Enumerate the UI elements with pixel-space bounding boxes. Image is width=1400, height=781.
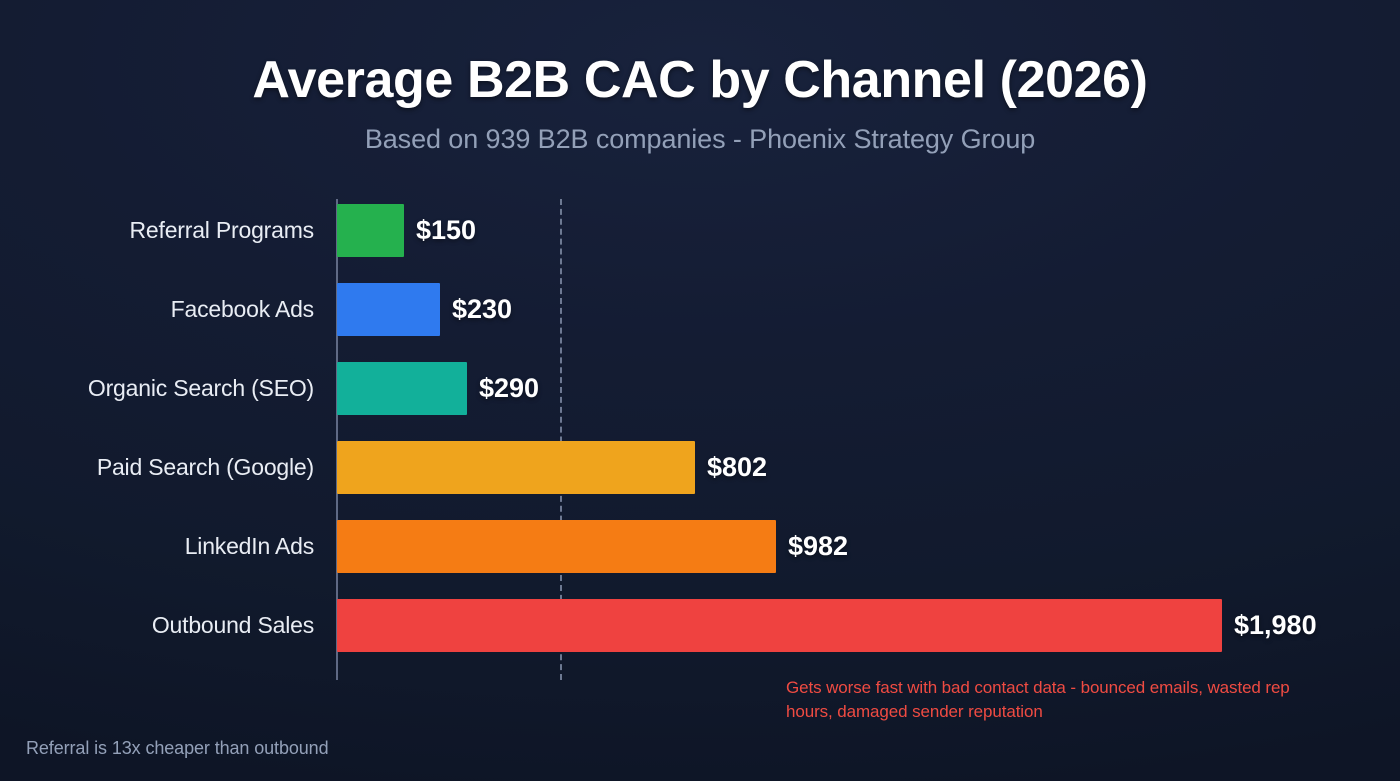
page-title: Average B2B CAC by Channel (2026) [252, 51, 1148, 109]
bar-value-label: $230 [452, 294, 513, 324]
bar-value-label: $982 [788, 531, 849, 561]
bar-row: Paid Search (Google) $802 [0, 441, 1400, 494]
category-label: Organic Search (SEO) [87, 375, 314, 401]
category-label: LinkedIn Ads [184, 533, 315, 559]
bar-row: Outbound Sales $1,980 [0, 599, 1400, 652]
outbound-annotation: Gets worse fast with bad contact data - … [786, 678, 1290, 722]
bar-value-label: $150 [416, 215, 477, 245]
reference-line [560, 199, 562, 680]
chart-header: Average B2B CAC by Channel (2026) Based … [0, 52, 1400, 155]
bar-row: Facebook Ads $230 [0, 283, 1400, 336]
bar-value-label: $1,980 [1234, 610, 1317, 640]
bar-value-label: $290 [479, 373, 540, 403]
category-label: Facebook Ads [170, 296, 315, 322]
chart-subtitle: Based on 939 B2B companies - Phoenix Str… [364, 124, 1036, 155]
bar-value-label: $802 [707, 452, 768, 482]
bar-row: LinkedIn Ads $982 [0, 520, 1400, 573]
bar [337, 520, 776, 573]
category-label: Paid Search (Google) [96, 454, 314, 480]
bar [337, 441, 695, 494]
chart-footnote: Referral is 13x cheaper than outbound [26, 738, 329, 758]
bar [337, 362, 467, 415]
y-axis-line [336, 199, 338, 680]
bar-row: Referral Programs $150 [0, 204, 1400, 257]
category-label: Outbound Sales [151, 612, 314, 638]
bar [337, 599, 1222, 652]
bar-row: Organic Search (SEO) $290 [0, 362, 1400, 415]
bar [337, 204, 404, 257]
bar [337, 283, 440, 336]
category-label: Referral Programs [129, 217, 315, 243]
